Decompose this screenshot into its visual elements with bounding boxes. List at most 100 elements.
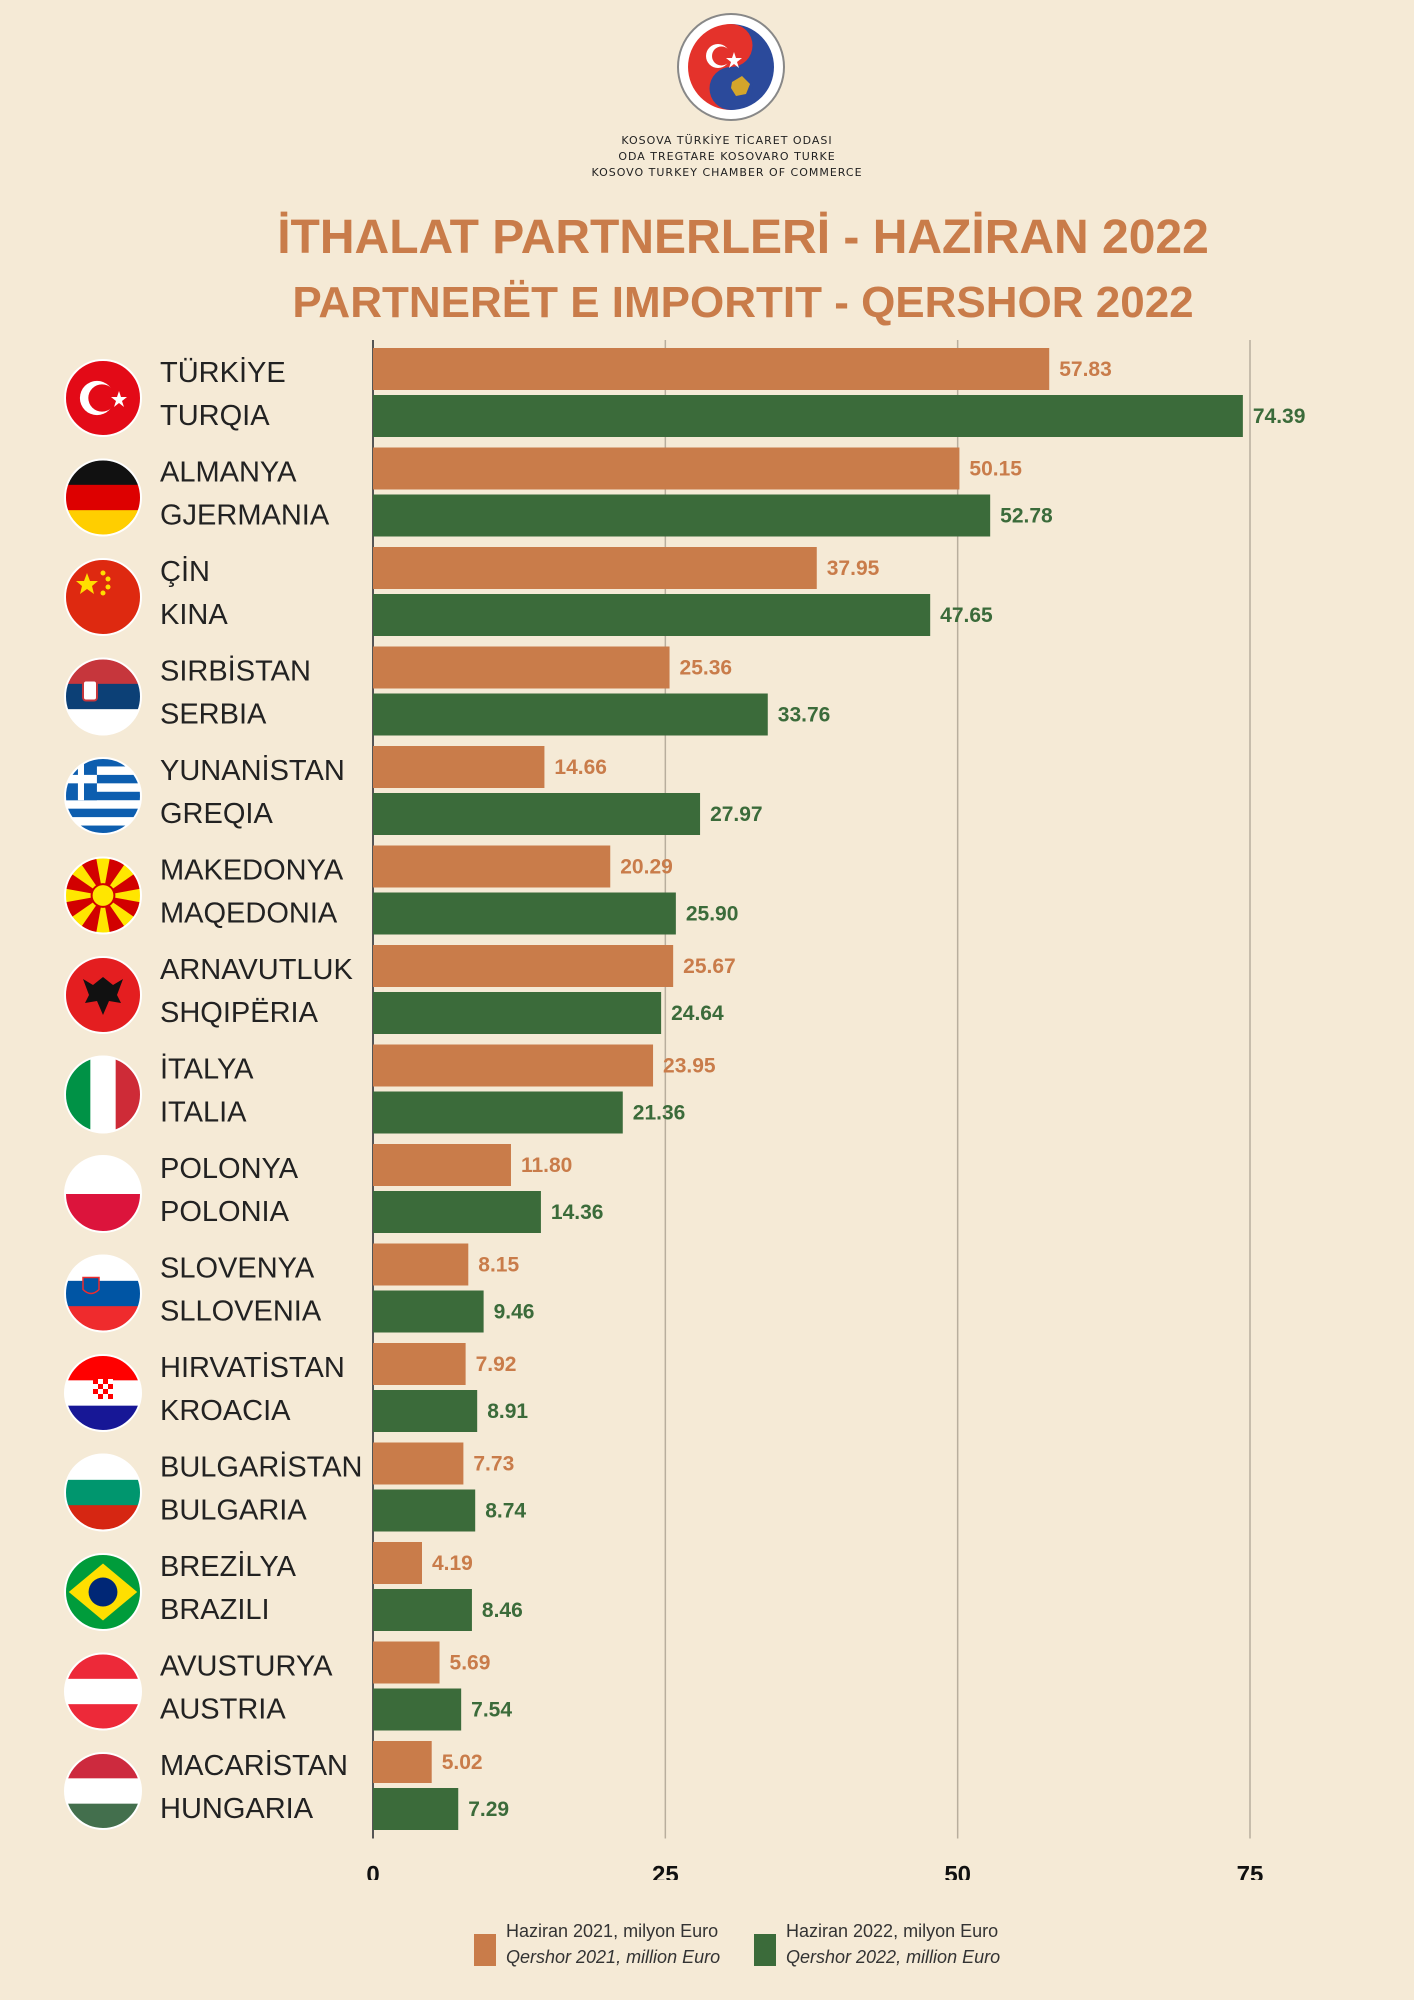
category-label-tr: HIRVATİSTAN: [160, 1351, 345, 1384]
flag-stripe: [65, 1056, 91, 1133]
macedonia-flag-icon: [64, 856, 142, 935]
flag-fill: [65, 857, 141, 934]
bar-2022: [373, 892, 676, 935]
data-label-2021: 7.73: [473, 1453, 514, 1476]
flag-checker: [93, 1384, 98, 1389]
bar-2022: [373, 1788, 459, 1830]
x-tick-label: 50: [944, 1862, 971, 1881]
legend-2021-line1: Haziran 2021, milyon Euro: [506, 1921, 719, 1941]
flag-emblem: [82, 1276, 100, 1295]
bar-2022: [373, 1191, 541, 1233]
data-label-2021: 37.95: [827, 557, 880, 580]
flag-sun: [90, 883, 116, 908]
category-label-tr: BULGARİSTAN: [160, 1451, 363, 1484]
flag-stripe: [65, 808, 141, 818]
greece-flag-icon: [64, 757, 142, 835]
flag-fill: [65, 559, 141, 635]
category-label-tr: POLONYA: [160, 1153, 299, 1185]
flag-stripe: [90, 1056, 117, 1133]
bar-2022: [373, 395, 1243, 437]
bar-2021: [373, 348, 1050, 390]
flag-border: [64, 1254, 142, 1333]
flag-border: [64, 657, 142, 736]
flag-border: [64, 359, 142, 437]
flag-stripe: [65, 766, 141, 776]
flag-border: [64, 1055, 142, 1134]
flag-ray: [65, 885, 103, 906]
flag-checker: [98, 1384, 103, 1389]
flag-border: [64, 956, 142, 1034]
flag-stripe: [65, 791, 141, 801]
flag-stripe: [65, 817, 141, 827]
flag-stripe: [65, 1454, 141, 1481]
flag-border: [64, 558, 142, 636]
bar-chart: 0 25 50 75 57.83 74.39 TÜRKİYE TURQIA 50.15 52.78…: [64, 340, 1305, 1881]
flag-stripe: [65, 510, 141, 536]
flag-checker: [93, 1389, 98, 1394]
flag-ray: [103, 885, 141, 906]
flag-stripe: [65, 1704, 141, 1730]
bar-2022: [373, 594, 931, 636]
bar-2021: [373, 1741, 432, 1783]
data-label-2022: 8.46: [482, 1599, 523, 1622]
category-label-tr: TÜRKİYE: [160, 356, 286, 389]
category-label-tr: İTALYA: [160, 1053, 254, 1086]
category-label-sq: GJERMANIA: [160, 500, 330, 532]
bar-2021: [373, 845, 611, 888]
data-label-2022: 8.74: [485, 1500, 526, 1523]
category-label-sq: POLONIA: [160, 1196, 290, 1228]
bar-2022: [373, 793, 701, 835]
flag-ray: [92, 895, 114, 934]
flag-small-star: [100, 570, 106, 576]
category-label-tr: SIRBİSTAN: [160, 655, 311, 688]
flag-checker: [103, 1379, 108, 1384]
data-label-2021: 20.29: [620, 856, 673, 879]
bar-2021: [373, 646, 670, 689]
flag-border: [64, 1155, 142, 1233]
bar-2022: [373, 1290, 484, 1333]
flag-fill: [65, 1454, 141, 1531]
legend-2022-line1: Haziran 2022, milyon Euro: [786, 1921, 999, 1941]
category-label-sq: SLLOVENIA: [160, 1296, 322, 1328]
flag-fill: [65, 1554, 141, 1630]
flag-cross: [65, 774, 97, 784]
flag-border: [64, 757, 142, 835]
flag-stripe: [65, 484, 141, 511]
x-tick-label: 75: [1237, 1862, 1264, 1881]
org-name-line-1: KOSOVA TÜRKİYE TİCARET ODASI: [621, 134, 833, 147]
flag-stripe: [65, 1505, 141, 1531]
bar-2022: [373, 1688, 462, 1731]
flag-stripe: [65, 774, 141, 784]
flag-border: [64, 1453, 142, 1532]
data-label-2021: 25.36: [680, 657, 733, 680]
flag-stripe: [65, 1255, 141, 1282]
flag-stripe: [115, 1056, 141, 1133]
category-label-sq: SERBIA: [160, 699, 267, 731]
data-label-2021: 5.02: [442, 1751, 483, 1774]
category-label-tr: SLOVENYA: [160, 1253, 315, 1285]
flag-checker: [103, 1394, 108, 1399]
x-tick-label: 0: [366, 1862, 379, 1881]
bar-2022: [373, 1390, 478, 1432]
flag-checker: [93, 1394, 98, 1399]
flag-stripe: [65, 1405, 141, 1431]
category-label-sq: BULGARIA: [160, 1495, 307, 1527]
bar-2021: [373, 1641, 440, 1684]
data-label-2021: 57.83: [1059, 358, 1112, 381]
flag-stripe: [65, 1306, 141, 1332]
flag-checker: [103, 1389, 108, 1394]
data-label-2021: 7.92: [476, 1353, 517, 1376]
bar-2021: [373, 1144, 511, 1186]
bar-2021: [373, 1343, 466, 1385]
flag-stripe: [65, 1803, 141, 1829]
bar-2022: [373, 693, 768, 736]
bar-2022: [373, 494, 991, 537]
data-label-2021: 14.66: [554, 756, 607, 779]
category-label-sq: ITALIA: [160, 1097, 247, 1129]
flag-stripe: [65, 1479, 141, 1506]
data-label-2022: 52.78: [1000, 505, 1053, 528]
category-label-sq: MAQEDONIA: [160, 898, 338, 930]
flag-star: [76, 573, 98, 594]
flag-border: [64, 856, 142, 935]
bar-2022: [373, 1091, 623, 1134]
